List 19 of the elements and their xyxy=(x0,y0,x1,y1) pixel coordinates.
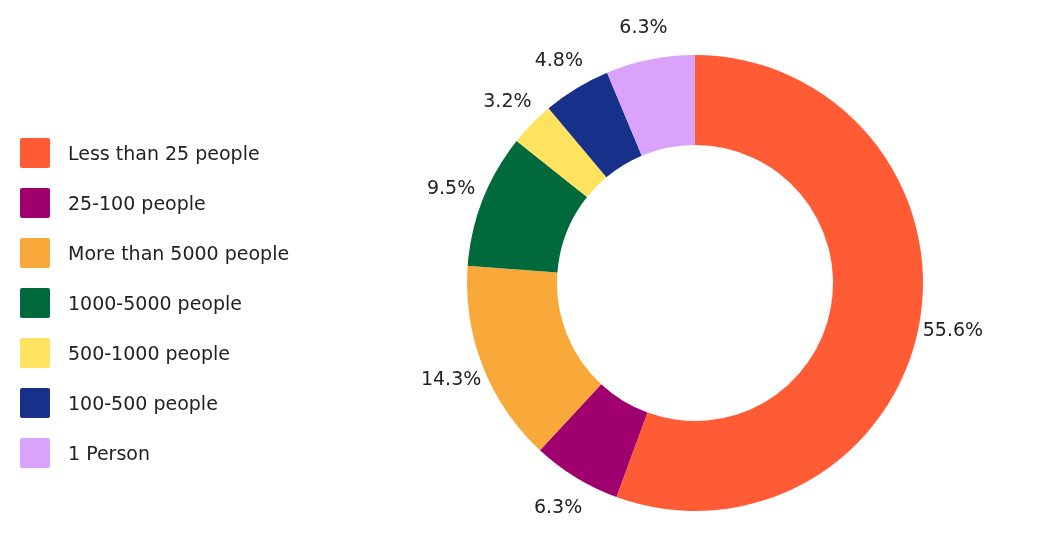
data-label: 4.8% xyxy=(534,47,583,70)
data-label: 55.6% xyxy=(922,317,984,340)
donut-slice xyxy=(539,384,648,498)
legend-label: 100-500 people xyxy=(68,391,218,414)
legend-label: Less than 25 people xyxy=(68,141,260,164)
donut-slice xyxy=(516,108,607,198)
data-label: 3.2% xyxy=(483,88,532,111)
legend-label: 1000-5000 people xyxy=(68,291,243,314)
legend-label: 500-1000 people xyxy=(68,341,230,364)
data-label: 6.3% xyxy=(619,14,668,37)
legend-label: 1 Person xyxy=(68,441,150,464)
donut-slice xyxy=(607,55,695,156)
donut-slice xyxy=(548,72,642,178)
donut-slice xyxy=(616,55,923,511)
data-label: 9.5% xyxy=(426,175,476,198)
legend-label: 25-100 people xyxy=(68,191,206,214)
data-label: 14.3% xyxy=(420,367,482,390)
legend-label: More than 5000 people xyxy=(68,241,290,264)
data-label: 6.3% xyxy=(533,495,583,518)
